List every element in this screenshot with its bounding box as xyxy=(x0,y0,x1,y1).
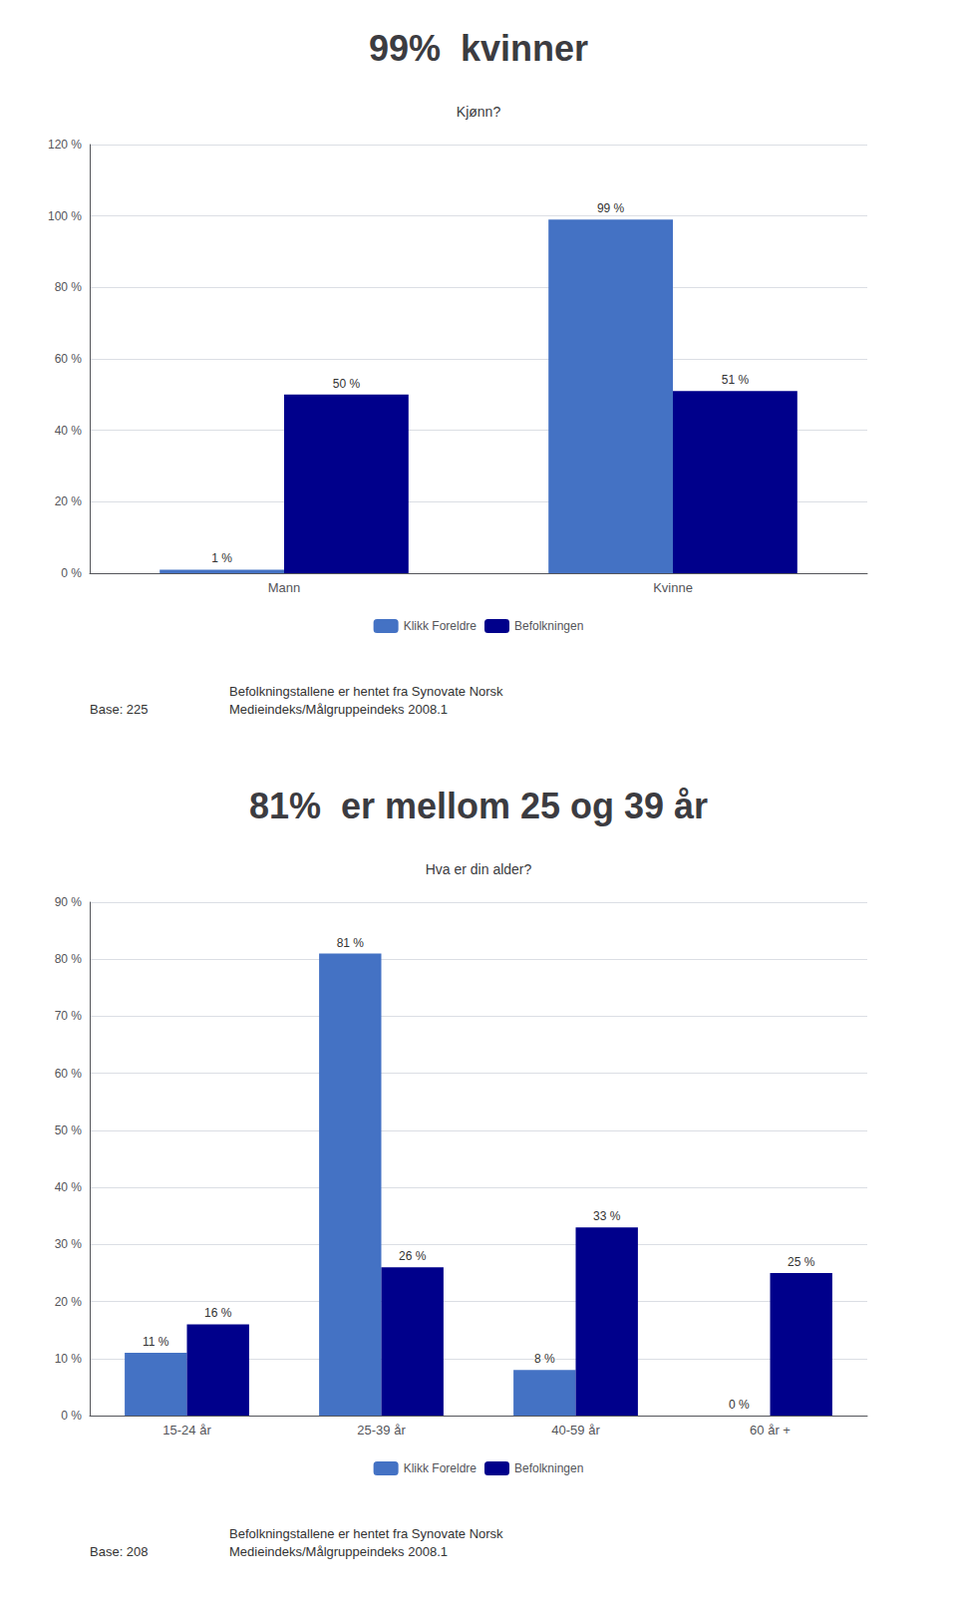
svg-text:Befolkningen: Befolkningen xyxy=(514,1461,584,1476)
svg-text:20 %: 20 % xyxy=(54,494,83,509)
svg-text:Medieindeks/Målgruppeindeks 20: Medieindeks/Målgruppeindeks 2008.1 xyxy=(229,701,448,717)
svg-text:Base: 208: Base: 208 xyxy=(89,1544,149,1560)
svg-text:0 %: 0 % xyxy=(728,1397,750,1412)
svg-text:40 %: 40 % xyxy=(54,1180,83,1195)
svg-text:16 %: 16 % xyxy=(204,1305,233,1320)
svg-text:Klikk Foreldre: Klikk Foreldre xyxy=(403,1461,478,1476)
svg-text:51 %: 51 % xyxy=(721,372,750,387)
svg-text:Kvinne: Kvinne xyxy=(652,580,693,596)
svg-text:50 %: 50 % xyxy=(54,1123,83,1138)
svg-text:33 %: 33 % xyxy=(593,1209,622,1224)
svg-text:25 %: 25 % xyxy=(787,1255,816,1270)
svg-text:Befolkningstallene er hentet f: Befolkningstallene er hentet fra Synovat… xyxy=(229,1526,504,1542)
svg-text:40 %: 40 % xyxy=(54,423,83,438)
svg-text:20 %: 20 % xyxy=(54,1294,83,1309)
svg-text:99% kvinner: 99% kvinner xyxy=(368,27,589,69)
svg-text:70 %: 70 % xyxy=(54,1008,83,1023)
svg-text:90 %: 90 % xyxy=(54,895,83,910)
svg-text:60 %: 60 % xyxy=(54,351,83,366)
svg-text:Mann: Mann xyxy=(268,580,302,596)
svg-text:15-24 år: 15-24 år xyxy=(162,1422,212,1438)
svg-text:11 %: 11 % xyxy=(142,1334,170,1349)
svg-text:Kjønn?: Kjønn? xyxy=(456,103,502,120)
svg-text:99 %: 99 % xyxy=(597,201,626,216)
svg-text:80 %: 80 % xyxy=(54,952,83,966)
svg-text:25-39 år: 25-39 år xyxy=(356,1422,406,1438)
svg-text:8 %: 8 % xyxy=(534,1351,556,1366)
svg-text:81% er mellom 25 og 39 år: 81% er mellom 25 og 39 år xyxy=(249,785,708,827)
svg-text:Medieindeks/Målgruppeindeks 20: Medieindeks/Målgruppeindeks 2008.1 xyxy=(229,1544,448,1560)
svg-text:Hva er din alder?: Hva er din alder? xyxy=(425,861,533,878)
svg-text:80 %: 80 % xyxy=(54,280,83,295)
svg-text:40-59 år: 40-59 år xyxy=(551,1422,601,1438)
svg-text:26 %: 26 % xyxy=(398,1249,427,1264)
svg-text:10 %: 10 % xyxy=(54,1351,83,1366)
svg-text:50 %: 50 % xyxy=(332,376,361,391)
svg-text:Base: 225: Base: 225 xyxy=(89,701,149,717)
svg-text:100 %: 100 % xyxy=(47,209,82,224)
svg-text:30 %: 30 % xyxy=(54,1237,83,1252)
svg-text:60 %: 60 % xyxy=(54,1066,83,1081)
svg-text:81 %: 81 % xyxy=(336,936,365,951)
svg-text:120 %: 120 % xyxy=(47,137,82,152)
svg-text:60 år +: 60 år + xyxy=(749,1422,791,1438)
svg-text:0 %: 0 % xyxy=(60,1408,82,1423)
svg-text:1 %: 1 % xyxy=(211,551,233,566)
svg-text:Befolkningen: Befolkningen xyxy=(514,619,584,634)
svg-text:Befolkningstallene er hentet f: Befolkningstallene er hentet fra Synovat… xyxy=(229,683,504,699)
svg-text:0 %: 0 % xyxy=(60,566,82,581)
svg-text:Klikk Foreldre: Klikk Foreldre xyxy=(403,619,478,634)
